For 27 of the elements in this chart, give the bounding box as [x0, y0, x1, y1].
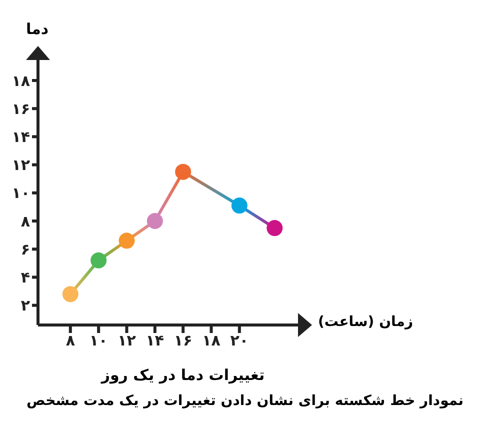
x-tick-label: ۱۲ [118, 332, 136, 350]
x-tick-label: ۱۰ [89, 332, 108, 350]
x-tick-label: ۸ [66, 332, 75, 350]
point [118, 232, 135, 249]
x-axis-title: زمان (ساعت) [318, 314, 414, 330]
y-tick-label: ۸ [20, 212, 30, 230]
text: نمودار خط شکسته برای نشان دادن تغییرات در یک مدت مشخص [26, 393, 464, 409]
y-tick-label: ۱۸ [12, 72, 30, 90]
point [146, 213, 163, 230]
y-axis-title: دما [26, 20, 49, 38]
x-tick-label: ۲۰ [230, 332, 249, 350]
y-tick-label: ۲ [20, 296, 30, 315]
y-tick-label: ۱۶ [12, 100, 30, 118]
y-tick-label: ۱۰ [12, 184, 30, 202]
y-tick-label: ۱۲ [12, 156, 30, 174]
point [266, 220, 283, 236]
text: تغییرات دما در یک روز [100, 366, 266, 384]
y-tick-label: ۴ [20, 268, 30, 287]
point [175, 164, 192, 180]
y-tick-label: ۶ [20, 240, 30, 258]
point [62, 286, 78, 302]
point [231, 198, 248, 214]
point [90, 252, 107, 268]
x-tick-label: ۱۴ [146, 332, 164, 350]
y-tick-label: ۱۴ [12, 128, 30, 146]
x-tick-label: ۱۸ [202, 332, 220, 350]
x-tick-label: ۱۶ [174, 332, 192, 350]
